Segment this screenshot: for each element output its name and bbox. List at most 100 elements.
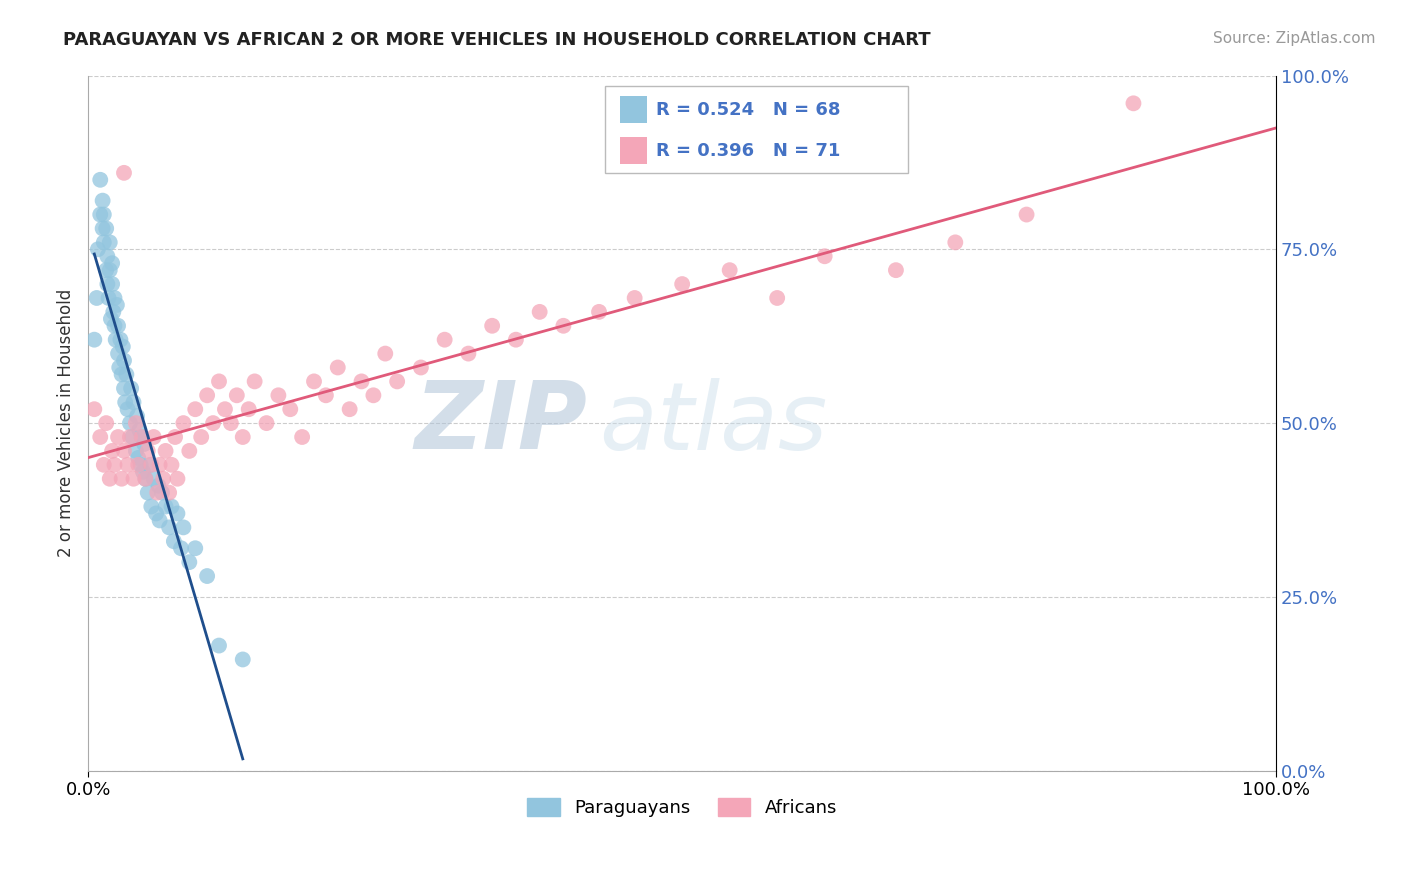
Point	[115, 368, 138, 382]
Point	[118, 430, 141, 444]
Point	[142, 430, 165, 444]
Point	[155, 500, 177, 514]
Point	[96, 221, 118, 235]
Point	[98, 472, 121, 486]
Point	[766, 291, 789, 305]
Point	[884, 263, 907, 277]
FancyBboxPatch shape	[620, 96, 647, 123]
Point	[89, 430, 111, 444]
Point	[943, 235, 966, 250]
Point	[505, 333, 527, 347]
Point	[125, 409, 148, 424]
Point	[588, 305, 610, 319]
Point	[141, 458, 163, 472]
Point	[93, 458, 115, 472]
Point	[184, 402, 207, 417]
Point	[142, 472, 165, 486]
Point	[103, 318, 125, 333]
Point	[93, 208, 115, 222]
Point	[160, 458, 183, 472]
Point	[350, 375, 373, 389]
Point	[100, 311, 122, 326]
Point	[127, 450, 149, 465]
Point	[157, 520, 180, 534]
Point	[108, 360, 131, 375]
Point	[136, 444, 159, 458]
Point	[225, 388, 247, 402]
Point	[148, 478, 170, 492]
Point	[339, 402, 361, 417]
Point	[195, 388, 218, 402]
Point	[129, 458, 152, 472]
Point	[409, 360, 432, 375]
Point	[107, 430, 129, 444]
Point	[131, 430, 153, 444]
Point	[107, 346, 129, 360]
Point	[219, 416, 242, 430]
Point	[166, 507, 188, 521]
Point	[89, 208, 111, 222]
Point	[814, 249, 837, 263]
Point	[163, 534, 186, 549]
Point	[112, 166, 135, 180]
Text: Source: ZipAtlas.com: Source: ZipAtlas.com	[1212, 31, 1375, 46]
Point	[166, 472, 188, 486]
Point	[374, 346, 396, 360]
Point	[160, 500, 183, 514]
Y-axis label: 2 or more Vehicles in Household: 2 or more Vehicles in Household	[58, 289, 75, 558]
Point	[127, 458, 149, 472]
Point	[122, 472, 145, 486]
Point	[267, 388, 290, 402]
Point	[112, 381, 135, 395]
Point	[96, 277, 118, 291]
Point	[117, 458, 139, 472]
Point	[195, 569, 218, 583]
Point	[256, 416, 278, 430]
Point	[111, 340, 134, 354]
Point	[243, 375, 266, 389]
Point	[96, 249, 118, 263]
Point	[172, 416, 194, 430]
Point	[1015, 208, 1038, 222]
Point	[131, 430, 153, 444]
Point	[97, 291, 120, 305]
Point	[202, 416, 225, 430]
Point	[134, 437, 156, 451]
Point	[125, 416, 148, 430]
Point	[149, 513, 172, 527]
Point	[170, 541, 193, 556]
Point	[190, 430, 212, 444]
Point	[232, 652, 254, 666]
Point	[1122, 96, 1144, 111]
Point	[529, 305, 551, 319]
Point	[118, 416, 141, 430]
Point	[114, 395, 136, 409]
Text: atlas: atlas	[599, 377, 827, 468]
Point	[326, 360, 349, 375]
Point	[98, 263, 121, 277]
Point	[149, 458, 172, 472]
Point	[146, 485, 169, 500]
Point	[433, 333, 456, 347]
Point	[104, 333, 127, 347]
Point	[141, 500, 163, 514]
Point	[208, 639, 231, 653]
Point	[91, 221, 114, 235]
Point	[107, 318, 129, 333]
Point	[671, 277, 693, 291]
Point	[623, 291, 645, 305]
Point	[315, 388, 337, 402]
Point	[112, 444, 135, 458]
Point	[481, 318, 503, 333]
Text: ZIP: ZIP	[415, 377, 588, 469]
Point	[184, 541, 207, 556]
Point	[111, 472, 134, 486]
Point	[101, 277, 124, 291]
Point	[155, 444, 177, 458]
Point	[172, 520, 194, 534]
Point	[238, 402, 260, 417]
Point	[553, 318, 575, 333]
Point	[165, 430, 187, 444]
Point	[385, 375, 408, 389]
Point	[93, 235, 115, 250]
